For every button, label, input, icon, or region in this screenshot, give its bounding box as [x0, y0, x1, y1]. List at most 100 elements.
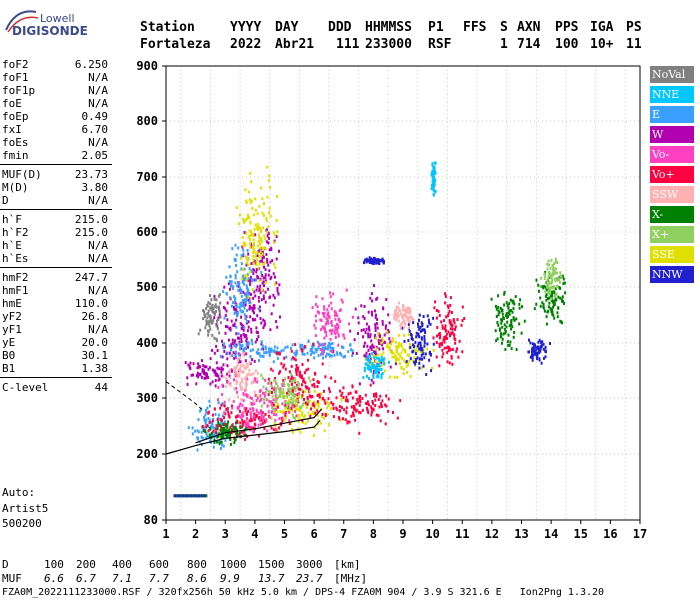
echo-point [431, 181, 434, 184]
echo-point [221, 355, 224, 359]
echo-point [519, 298, 522, 302]
echo-point [431, 366, 433, 370]
x-tick-label: 2 [192, 527, 199, 541]
echo-point [284, 416, 287, 419]
echo-point [202, 429, 205, 433]
echo-point [273, 282, 276, 286]
echo-point [451, 327, 454, 331]
echo-point [494, 329, 497, 333]
echo-point [543, 273, 546, 276]
echo-point [235, 305, 238, 309]
echo-point [269, 348, 272, 352]
echo-point [246, 319, 248, 323]
echo-point [301, 388, 303, 392]
echo-point [249, 220, 252, 224]
echo-point [451, 348, 454, 351]
echo-point [329, 291, 331, 295]
echo-point [345, 395, 348, 399]
echo-point [261, 256, 264, 260]
echo-point [239, 381, 242, 385]
echo-point [207, 411, 210, 415]
echo-point [244, 421, 247, 425]
param-name: h`E [2, 239, 22, 252]
echo-point [351, 351, 354, 355]
echo-point [340, 393, 343, 397]
echo-point [272, 240, 275, 244]
echo-point [231, 338, 234, 342]
echo-point [207, 309, 210, 313]
echo-point [215, 298, 218, 302]
echo-point [561, 295, 564, 299]
param-value: N/A [88, 84, 108, 97]
echo-point [402, 372, 405, 376]
param-row: MUF(D) 23.73 [0, 168, 112, 181]
echo-point [276, 385, 279, 389]
echo-point [261, 211, 264, 215]
echo-point [205, 365, 208, 369]
echo-point [507, 311, 510, 315]
echo-point [294, 380, 297, 384]
echo-point [369, 359, 371, 363]
echo-point [224, 438, 227, 442]
echo-point [214, 370, 217, 374]
echo-point [247, 252, 250, 256]
echo-point [332, 402, 335, 406]
echo-point [369, 361, 371, 365]
echo-point [380, 402, 383, 406]
echo-point [449, 334, 451, 338]
echo-point [395, 313, 398, 317]
echo-point [291, 430, 294, 434]
echo-point [261, 288, 264, 292]
echo-point [276, 405, 279, 409]
echo-point [290, 382, 293, 386]
echo-point [503, 303, 506, 307]
echo-point [419, 345, 422, 349]
echo-point [443, 346, 446, 350]
echo-point [538, 338, 541, 342]
echo-point [537, 345, 540, 349]
echo-point [379, 342, 381, 346]
echo-point [213, 407, 216, 411]
echo-point [311, 383, 314, 387]
echo-point [236, 390, 238, 394]
echo-point [197, 418, 200, 422]
echo-point [511, 325, 514, 329]
param-name: foE [2, 97, 22, 110]
scaled-parameters-panel: foF2 6.250 foF1 N/A foF1p N/A foE N/A foEp 0.49 fx… [0, 58, 112, 394]
echo-point [562, 299, 565, 303]
echo-point [322, 312, 324, 315]
echo-point [441, 343, 443, 347]
echo-point [418, 313, 421, 317]
echo-point [259, 284, 262, 288]
echo-point [283, 394, 286, 398]
echo-point [362, 328, 365, 332]
echo-point [337, 326, 340, 330]
echo-point [401, 326, 404, 330]
echo-point [342, 333, 345, 337]
echo-point [248, 238, 251, 242]
echo-point [253, 227, 256, 231]
echo-point [283, 418, 286, 422]
echo-point [231, 247, 234, 251]
echo-point [260, 414, 263, 418]
echo-point [395, 340, 398, 344]
echo-point [274, 378, 277, 382]
echo-point [433, 165, 436, 169]
echo-point [266, 429, 269, 433]
echo-point [235, 432, 238, 436]
param-value: 215.0 [74, 226, 108, 239]
echo-point [248, 307, 251, 311]
echo-point [316, 340, 319, 344]
echo-point [302, 346, 305, 350]
echo-point [212, 434, 214, 438]
echo-point [228, 428, 231, 432]
echo-point [421, 352, 424, 356]
x-tick-label: 12 [485, 527, 499, 541]
echo-point [235, 318, 238, 322]
echo-point [312, 378, 315, 382]
echo-point [334, 324, 337, 328]
echo-point [288, 387, 291, 391]
echo-point [552, 305, 555, 309]
echo-point [236, 395, 239, 399]
echo-point [206, 434, 209, 438]
